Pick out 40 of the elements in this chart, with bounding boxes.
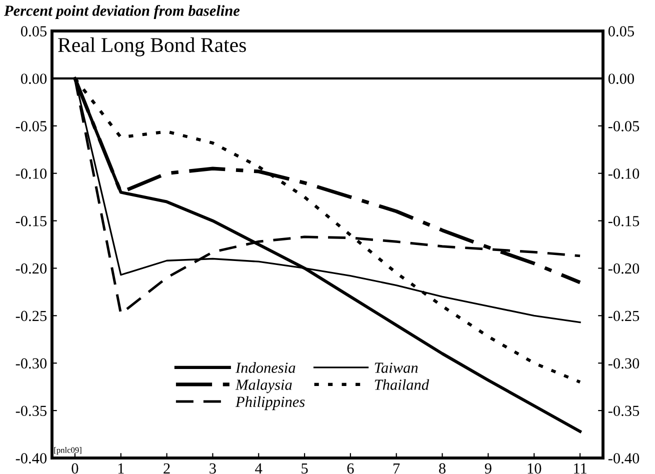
y-tick-label: -0.10 xyxy=(16,168,47,179)
x-tick-label: 1 xyxy=(118,463,124,474)
y-tick-label: 0.05 xyxy=(20,26,47,37)
x-tick-label: 7 xyxy=(394,463,400,474)
y2-tick-label: -0.20 xyxy=(608,263,640,274)
legend-label: Taiwan xyxy=(374,362,418,373)
x-tick-label: 3 xyxy=(210,463,216,474)
legend-label: Thailand xyxy=(374,379,430,390)
y2-tick-label: -0.40 xyxy=(608,453,640,464)
y2-tick-label: 0.05 xyxy=(608,26,634,37)
x-tick-label: 5 xyxy=(302,463,308,474)
x-tick-label: 9 xyxy=(484,463,492,474)
y-tick-label: 0.00 xyxy=(20,74,47,84)
y-tick-label: -0.40 xyxy=(16,453,47,464)
y2-tick-label: -0.10 xyxy=(608,168,640,179)
legend-label: Philippines xyxy=(235,396,305,410)
y2-tick-label: -0.35 xyxy=(608,406,640,416)
chart-title: Real Long Bond Rates xyxy=(58,37,246,56)
x-tick-label: 8 xyxy=(439,463,446,474)
x-tick-label: 4 xyxy=(255,463,262,474)
y2-tick-label: -0.05 xyxy=(608,121,640,132)
x-tick-label: 2 xyxy=(164,463,170,474)
annotation: [pnlc09] xyxy=(54,447,82,455)
y-tick-label: -0.05 xyxy=(16,121,47,132)
y-axis-title: Percent point deviation from baseline xyxy=(4,4,240,20)
x-tick-label: 0 xyxy=(72,463,78,474)
x-tick-label: 11 xyxy=(574,463,586,474)
y2-tick-label: -0.30 xyxy=(608,358,640,369)
y-tick-label: -0.20 xyxy=(16,263,47,274)
y2-tick-label: -0.25 xyxy=(608,310,640,322)
y-tick-label: -0.15 xyxy=(16,216,47,226)
legend-label: Malaysia xyxy=(235,379,292,394)
y-tick-label: -0.25 xyxy=(16,310,47,322)
x-tick-label: 10 xyxy=(528,463,542,474)
y2-tick-label: 0.00 xyxy=(608,74,634,84)
x-tick-label: 6 xyxy=(347,463,354,474)
legend-label: Indonesia xyxy=(235,362,296,373)
y-tick-label: -0.30 xyxy=(16,358,47,369)
y2-tick-label: -0.15 xyxy=(608,216,640,226)
y-tick-label: -0.35 xyxy=(16,406,47,416)
